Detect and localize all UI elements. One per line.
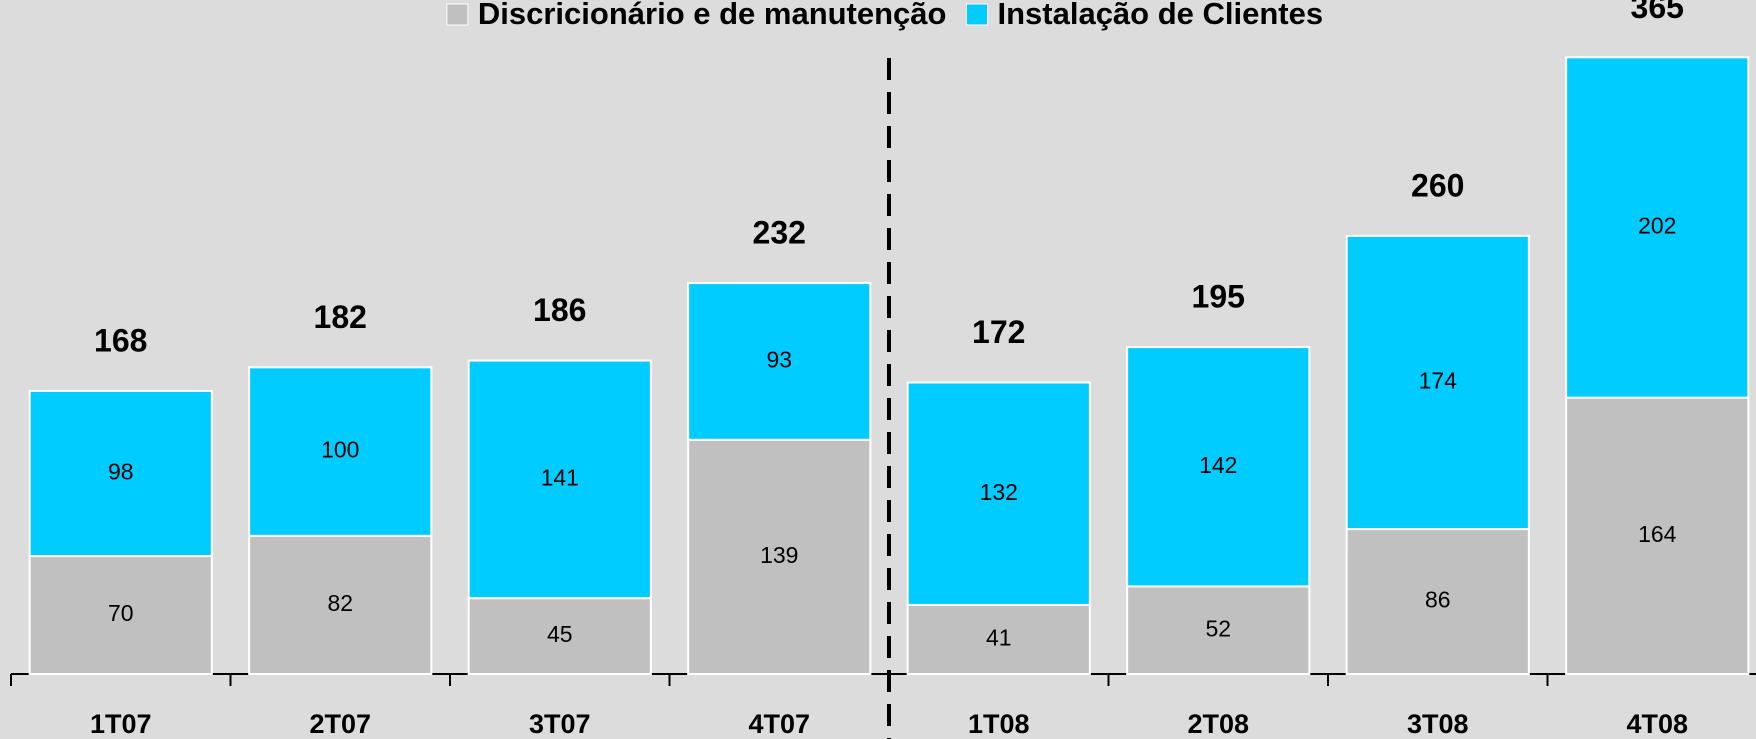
segment-label: 132 — [980, 479, 1018, 505]
bar-segment — [687, 282, 872, 441]
bar-segment — [1565, 56, 1750, 399]
x-tick-label: 2T08 — [1187, 709, 1249, 739]
bar-segment — [248, 366, 433, 537]
x-tick-label: 4T08 — [1626, 709, 1688, 739]
total-label: 232 — [753, 215, 806, 251]
segment-label: 202 — [1638, 213, 1676, 239]
segment-label: 41 — [986, 625, 1012, 651]
bar-segment — [906, 381, 1091, 606]
legend-swatch — [446, 3, 469, 26]
bar-segment — [1345, 234, 1530, 531]
bar-segment — [906, 603, 1091, 675]
segment-label: 164 — [1638, 521, 1677, 547]
segment-label: 174 — [1419, 368, 1458, 394]
segment-label: 100 — [321, 437, 359, 463]
segment-label: 98 — [108, 459, 134, 485]
bar-segment — [1345, 528, 1530, 676]
total-label: 186 — [533, 292, 586, 328]
x-tick-label: 1T08 — [968, 709, 1030, 739]
segment-label: 142 — [1199, 452, 1237, 478]
segment-label: 52 — [1205, 615, 1231, 641]
bar-segment — [28, 555, 213, 675]
segment-label: 70 — [108, 600, 134, 626]
bar-segment — [1565, 396, 1750, 675]
bar-segment — [1126, 346, 1311, 588]
segment-label: 141 — [541, 464, 579, 490]
segment-label: 82 — [327, 590, 353, 616]
x-tick-label: 1T07 — [90, 709, 152, 739]
legend-label: Instalação de Clientes — [997, 0, 1323, 31]
total-label: 195 — [1192, 279, 1245, 315]
bar-segment — [467, 597, 652, 675]
legend-label: Discricionário e de manutenção — [478, 0, 947, 31]
x-tick-label: 2T07 — [309, 709, 371, 739]
segment-label: 93 — [766, 347, 792, 373]
legend-swatch — [965, 3, 988, 26]
x-tick-label: 4T07 — [748, 709, 810, 739]
total-label: 168 — [94, 322, 147, 358]
bar-segment — [467, 359, 652, 600]
total-label: 182 — [314, 299, 367, 335]
bar-segment — [28, 389, 213, 558]
segment-label: 45 — [547, 621, 573, 647]
segment-label: 139 — [760, 542, 798, 568]
total-label: 260 — [1411, 167, 1464, 203]
bar-segment — [248, 534, 433, 676]
x-tick-label: 3T07 — [529, 709, 591, 739]
x-tick-label: 3T08 — [1407, 709, 1469, 739]
segment-label: 86 — [1425, 587, 1451, 613]
total-label: 172 — [972, 314, 1025, 350]
total-label: 365 — [1631, 0, 1684, 25]
